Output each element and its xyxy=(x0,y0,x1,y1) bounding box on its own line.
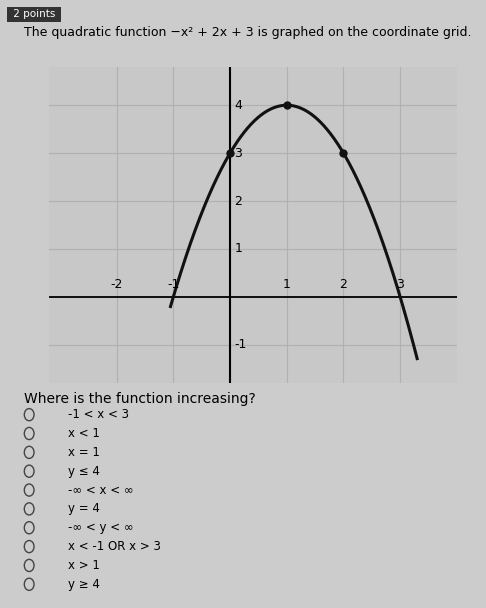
Text: 2: 2 xyxy=(235,195,243,207)
Text: 3: 3 xyxy=(235,147,243,160)
Text: 4: 4 xyxy=(235,98,243,112)
Text: 3: 3 xyxy=(396,278,404,291)
Text: -1: -1 xyxy=(235,338,247,351)
Text: x < 1: x < 1 xyxy=(68,427,100,440)
Text: y ≤ 4: y ≤ 4 xyxy=(68,465,100,478)
Text: -∞ < y < ∞: -∞ < y < ∞ xyxy=(68,521,134,534)
Text: -1 < x < 3: -1 < x < 3 xyxy=(68,408,129,421)
Text: y = 4: y = 4 xyxy=(68,502,100,516)
Text: -2: -2 xyxy=(110,278,123,291)
Text: 1: 1 xyxy=(283,278,291,291)
Text: Where is the function increasing?: Where is the function increasing? xyxy=(24,392,256,406)
Text: -∞ < x < ∞: -∞ < x < ∞ xyxy=(68,483,134,497)
Text: y ≥ 4: y ≥ 4 xyxy=(68,578,100,591)
Text: -1: -1 xyxy=(167,278,179,291)
Text: 2 points: 2 points xyxy=(10,9,58,19)
Text: x < -1 OR x > 3: x < -1 OR x > 3 xyxy=(68,540,161,553)
Text: x > 1: x > 1 xyxy=(68,559,100,572)
Text: The quadratic function −x² + 2x + 3 is graphed on the coordinate grid.: The quadratic function −x² + 2x + 3 is g… xyxy=(24,26,472,38)
Text: 2: 2 xyxy=(340,278,347,291)
Text: x = 1: x = 1 xyxy=(68,446,100,459)
Text: 1: 1 xyxy=(235,243,243,255)
